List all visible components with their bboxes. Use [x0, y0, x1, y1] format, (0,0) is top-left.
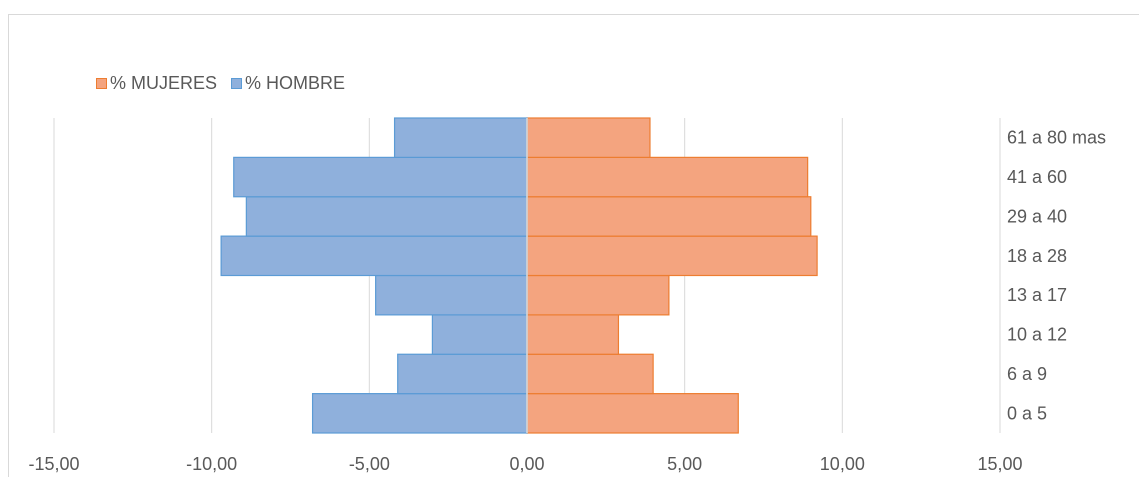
legend-label-mujeres: % MUJERES: [110, 73, 218, 93]
legend: % MUJERES % HOMBRE: [96, 73, 359, 94]
x-tick-label: 10,00: [820, 454, 865, 474]
bar-hombre: [311, 393, 528, 434]
bar-hombre: [397, 353, 528, 395]
x-tick-label: 15,00: [977, 454, 1022, 474]
legend-label-hombre: % HOMBRE: [245, 73, 346, 93]
category-label: 18 a 28: [1007, 246, 1067, 266]
x-tick-label: 5,00: [667, 454, 702, 474]
bar-mujeres: [526, 314, 620, 355]
bar-hombre: [393, 117, 528, 158]
bar-mujeres: [526, 393, 739, 434]
bar-mujeres: [526, 353, 654, 395]
bar-hombre: [233, 156, 528, 198]
category-label: 0 a 5: [1007, 403, 1047, 423]
bar-mujeres: [526, 156, 809, 198]
legend-swatch-mujeres: [96, 78, 107, 89]
bar-mujeres: [526, 117, 651, 158]
bar-mujeres: [526, 235, 818, 277]
legend-item-hombre: % HOMBRE: [231, 73, 345, 94]
x-tick-label: -10,00: [186, 454, 237, 474]
legend-swatch-hombre: [231, 78, 243, 89]
bar-hombre: [220, 235, 528, 277]
legend-item-mujeres: % MUJERES: [96, 73, 217, 94]
bar-mujeres: [526, 196, 812, 237]
category-label: 41 a 60: [1007, 167, 1067, 187]
category-label: 13 a 17: [1007, 285, 1067, 305]
x-tick-label: 0,00: [509, 454, 544, 474]
chart-area: [8, 14, 1139, 477]
category-label: 10 a 12: [1007, 325, 1067, 345]
bar-mujeres: [526, 274, 670, 316]
category-label: 29 a 40: [1007, 206, 1067, 226]
x-tick-label: -5,00: [349, 454, 390, 474]
bar-hombre: [375, 274, 528, 316]
x-tick-label: -15,00: [28, 454, 79, 474]
category-label: 61 a 80 mas: [1007, 128, 1106, 148]
bar-hombre: [431, 314, 528, 355]
bar-hombre: [245, 196, 528, 237]
category-label: 6 a 9: [1007, 364, 1047, 384]
